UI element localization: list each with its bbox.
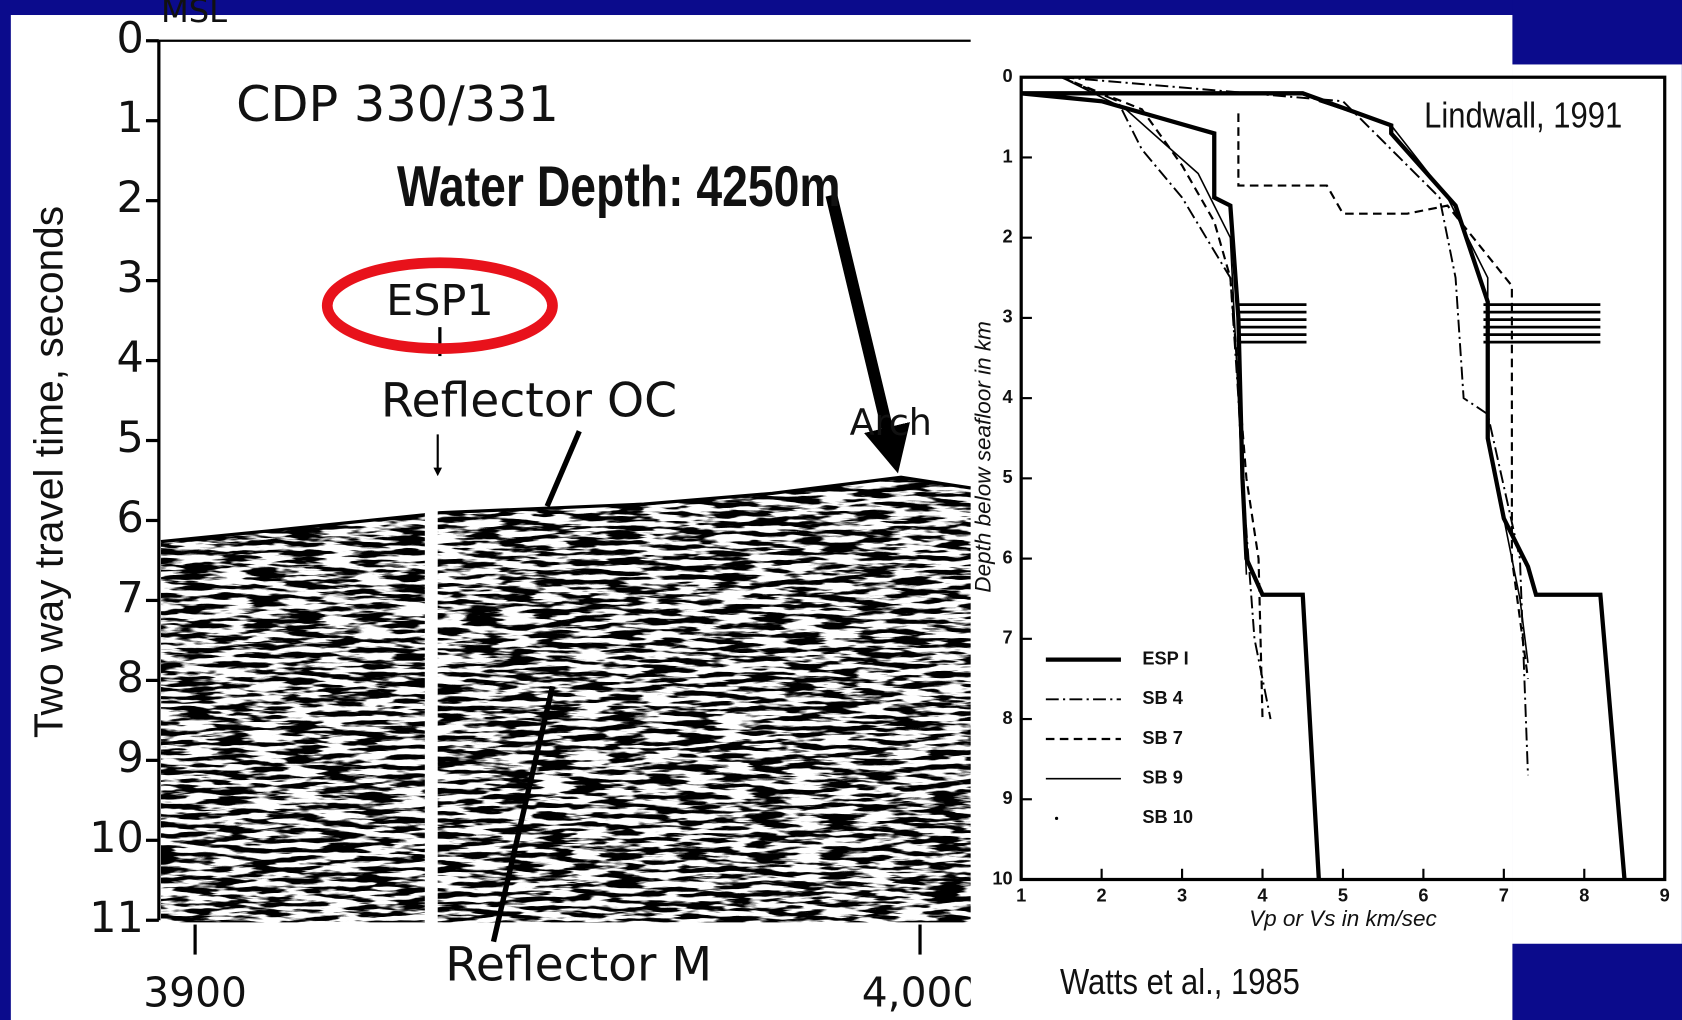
annotation: Water Depth: 4250m (397, 155, 841, 219)
x-tick-label: 8 (1579, 884, 1589, 905)
y-tick-label: 1 (117, 93, 144, 143)
chart-panel (970, 15, 1513, 1020)
legend-label: ESP I (1142, 647, 1188, 668)
annotation: Arch (850, 401, 932, 444)
corner-block (1512, 943, 1682, 1020)
y-axis-label: Two way travel time, seconds (25, 206, 71, 738)
reflector-m-pointer (490, 685, 556, 943)
y-tick-label: 11 (89, 893, 144, 943)
x-tick-label: 4 (1257, 884, 1268, 905)
y-tick-label: 1 (1002, 145, 1012, 166)
y-tick-label: 5 (1002, 466, 1012, 487)
x-axis-label: Vp or Vs in km/sec (1249, 906, 1437, 931)
annotation: Lindwall, 1991 (1424, 95, 1622, 136)
series-line (1061, 76, 1530, 720)
reflector-oc-pointer (544, 430, 582, 508)
water-depth-arrow (825, 193, 910, 474)
legend-label: SB 10 (1142, 806, 1193, 827)
annotation: CDP 330/331 (236, 75, 559, 133)
layer-hatching (1238, 303, 1601, 344)
section-gap (424, 504, 438, 925)
y-tick-label: 8 (117, 653, 144, 703)
highlight-ellipse (321, 257, 558, 354)
series-line (1061, 76, 1529, 776)
legend-label: SB 4 (1142, 687, 1183, 708)
legend-label: SB 7 (1142, 727, 1183, 748)
x-tick-label: 1 (1016, 884, 1026, 905)
y-tick-label: 7 (117, 573, 144, 623)
x-tick-label: 6 (1418, 884, 1428, 905)
y-tick-label: 4 (1002, 386, 1013, 407)
y-tick-label: 0 (1002, 65, 1012, 86)
annotation: ESP1 (386, 276, 493, 326)
legend-swatch (1054, 816, 1059, 820)
y-tick-label: 7 (1002, 627, 1012, 648)
y-tick-label: 3 (1002, 306, 1012, 327)
y-tick-label: 3 (117, 253, 144, 303)
y-tick-label: 10 (89, 813, 144, 863)
y-tick-label: 8 (1002, 707, 1012, 728)
annotation: Reflector M (445, 937, 712, 992)
x-tick-label: 4,000 (862, 968, 979, 1016)
seismic-texture (161, 477, 971, 923)
y-tick-label: 6 (1002, 546, 1012, 567)
y-tick-label: 0 (117, 13, 144, 63)
x-tick-label: 7 (1499, 884, 1509, 905)
y-tick-label: 9 (1002, 787, 1012, 808)
annotation: Reflector OC (381, 373, 677, 428)
y-tick-label: 10 (992, 867, 1012, 888)
x-tick-label: 5 (1338, 884, 1348, 905)
x-tick-label: 9 (1660, 884, 1670, 905)
annotation: Watts et al., 1985 (1060, 962, 1300, 1003)
y-tick-label: 6 (117, 493, 144, 543)
legend-label: SB 9 (1142, 766, 1183, 787)
y-tick-label: 4 (117, 333, 144, 383)
right-strip (1512, 64, 1682, 944)
x-tick-label: 2 (1097, 884, 1107, 905)
y-tick-label: 2 (1002, 225, 1012, 246)
seismic-figure: MSL 0 1 2 3 4 5 6 7 8 9 10 11 3900 4,000 Two way travel… (25, 0, 978, 1016)
x-tick-label: 3 (1177, 884, 1187, 905)
top-label: MSL (161, 0, 227, 30)
y-tick-label: 2 (117, 173, 144, 223)
y-tick-label: 5 (117, 413, 144, 463)
y-axis-label: Depth below seafloor in km (971, 321, 996, 593)
series-line (1061, 76, 1529, 663)
seafloor-reflector (160, 475, 972, 544)
x-tick-label: 3900 (143, 968, 247, 1016)
y-tick-label: 9 (117, 733, 144, 783)
corner-block (1512, 0, 1682, 65)
